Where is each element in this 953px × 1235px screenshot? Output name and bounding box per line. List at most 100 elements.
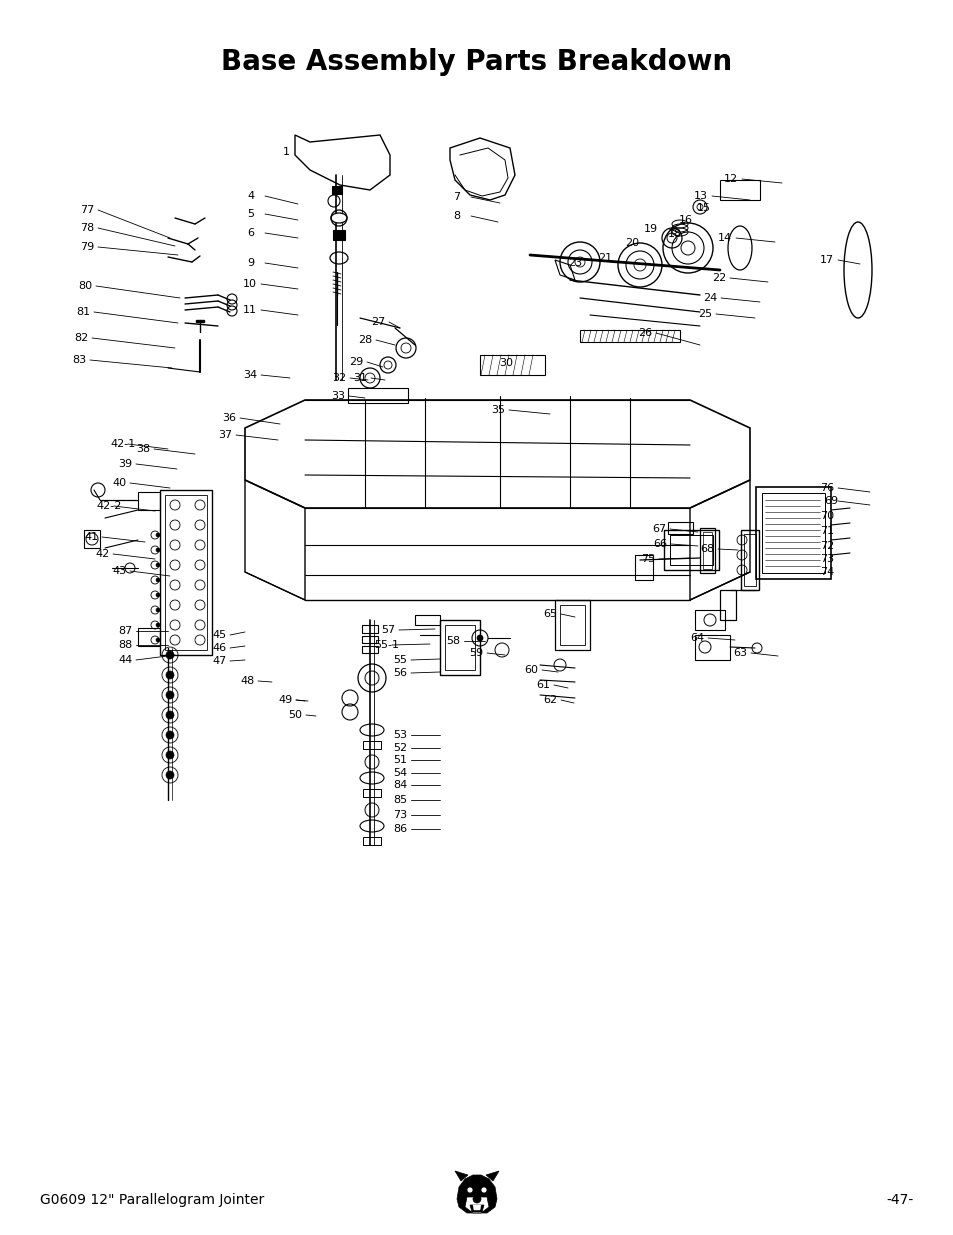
Bar bbox=[669, 535, 712, 564]
Text: 68: 68 bbox=[700, 543, 714, 555]
Text: 51: 51 bbox=[393, 755, 407, 764]
Bar bbox=[479, 354, 544, 375]
Text: 65: 65 bbox=[542, 609, 557, 619]
Bar bbox=[720, 180, 760, 200]
Circle shape bbox=[166, 711, 173, 719]
Text: 32: 32 bbox=[332, 373, 346, 383]
Text: 61: 61 bbox=[536, 680, 550, 690]
Bar bbox=[361, 636, 377, 643]
Text: 35: 35 bbox=[491, 405, 504, 415]
Circle shape bbox=[166, 731, 173, 739]
Text: 46: 46 bbox=[212, 643, 226, 653]
Text: 74: 74 bbox=[820, 567, 833, 577]
Text: 17: 17 bbox=[820, 254, 833, 266]
Text: 81: 81 bbox=[76, 308, 90, 317]
Polygon shape bbox=[455, 1171, 468, 1181]
Text: 18: 18 bbox=[667, 228, 681, 240]
Text: 79: 79 bbox=[80, 242, 94, 252]
Text: 14: 14 bbox=[718, 233, 731, 243]
Bar bbox=[348, 388, 408, 403]
Text: 16: 16 bbox=[679, 215, 692, 225]
Text: 47: 47 bbox=[212, 656, 226, 666]
Bar bbox=[439, 620, 479, 676]
Text: 9: 9 bbox=[247, 258, 253, 268]
Bar bbox=[555, 600, 589, 650]
Bar bbox=[720, 590, 735, 620]
Text: 73: 73 bbox=[393, 810, 407, 820]
Text: 88: 88 bbox=[118, 640, 132, 650]
Bar bbox=[444, 625, 475, 671]
Text: 58: 58 bbox=[446, 636, 459, 646]
Polygon shape bbox=[456, 1174, 497, 1213]
Bar bbox=[695, 610, 724, 630]
Text: 42-2: 42-2 bbox=[96, 501, 121, 511]
Bar bbox=[635, 555, 652, 580]
Text: 15: 15 bbox=[697, 203, 710, 212]
Text: 56: 56 bbox=[393, 668, 407, 678]
Text: 62: 62 bbox=[542, 695, 557, 705]
Text: 84: 84 bbox=[393, 781, 407, 790]
Text: 52: 52 bbox=[393, 743, 407, 753]
Text: 40: 40 bbox=[112, 478, 126, 488]
Bar bbox=[702, 532, 711, 569]
Text: 86: 86 bbox=[393, 824, 407, 834]
Text: -47-: -47- bbox=[886, 1193, 913, 1207]
Bar bbox=[333, 230, 345, 240]
Circle shape bbox=[156, 578, 160, 582]
Text: 24: 24 bbox=[702, 293, 717, 303]
Text: 42-1: 42-1 bbox=[110, 438, 135, 450]
Polygon shape bbox=[473, 1205, 480, 1210]
Bar bbox=[743, 534, 755, 585]
Text: 22: 22 bbox=[711, 273, 725, 283]
Text: 20: 20 bbox=[624, 238, 639, 248]
Text: 41: 41 bbox=[84, 532, 98, 542]
Bar bbox=[361, 625, 377, 634]
Text: Base Assembly Parts Breakdown: Base Assembly Parts Breakdown bbox=[221, 48, 732, 77]
Text: 5: 5 bbox=[247, 209, 253, 219]
Text: 21: 21 bbox=[598, 253, 612, 263]
Circle shape bbox=[467, 1187, 473, 1193]
Circle shape bbox=[156, 622, 160, 627]
Text: 59: 59 bbox=[469, 648, 482, 658]
Text: 67: 67 bbox=[651, 524, 665, 534]
Text: 54: 54 bbox=[393, 768, 407, 778]
Text: 66: 66 bbox=[652, 538, 666, 550]
Bar bbox=[761, 493, 824, 573]
Text: 64: 64 bbox=[689, 634, 703, 643]
Bar bbox=[667, 522, 692, 534]
Text: 75: 75 bbox=[640, 555, 655, 564]
Text: 44: 44 bbox=[118, 655, 132, 664]
Text: 37: 37 bbox=[218, 430, 232, 440]
Bar bbox=[165, 495, 207, 650]
Text: 48: 48 bbox=[240, 676, 254, 685]
Text: 83: 83 bbox=[71, 354, 86, 366]
Text: 13: 13 bbox=[693, 191, 707, 201]
Text: 11: 11 bbox=[243, 305, 256, 315]
Text: 82: 82 bbox=[74, 333, 89, 343]
Text: 57: 57 bbox=[380, 625, 395, 635]
Text: 78: 78 bbox=[80, 224, 94, 233]
Text: 76: 76 bbox=[820, 483, 833, 493]
Text: 4: 4 bbox=[247, 191, 253, 201]
Text: 33: 33 bbox=[331, 391, 345, 401]
Circle shape bbox=[166, 651, 173, 659]
Bar bbox=[363, 837, 380, 845]
Text: 71: 71 bbox=[820, 526, 833, 536]
Text: 60: 60 bbox=[523, 664, 537, 676]
Text: 31: 31 bbox=[353, 373, 367, 383]
Circle shape bbox=[480, 1187, 486, 1193]
Text: 8: 8 bbox=[453, 211, 459, 221]
Text: 10: 10 bbox=[243, 279, 256, 289]
Polygon shape bbox=[470, 1205, 483, 1212]
Bar bbox=[663, 530, 719, 571]
Text: 6: 6 bbox=[247, 228, 253, 238]
Bar bbox=[579, 330, 679, 342]
Circle shape bbox=[156, 608, 160, 613]
Text: 7: 7 bbox=[453, 191, 459, 203]
Text: 72: 72 bbox=[820, 541, 833, 551]
Bar bbox=[740, 530, 759, 590]
Bar bbox=[332, 186, 341, 194]
Text: 55-1: 55-1 bbox=[374, 640, 398, 650]
Circle shape bbox=[476, 635, 482, 641]
Circle shape bbox=[156, 534, 160, 537]
